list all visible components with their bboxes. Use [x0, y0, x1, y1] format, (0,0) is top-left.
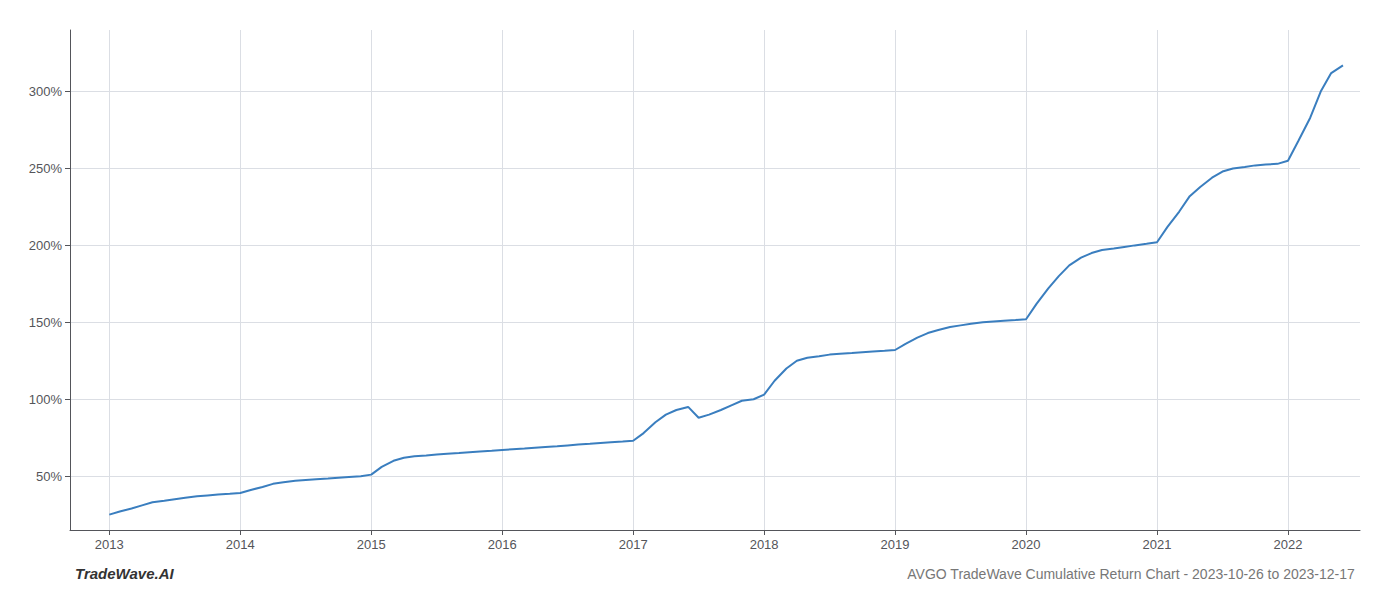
svg-text:2016: 2016 — [488, 537, 517, 552]
svg-text:2014: 2014 — [226, 537, 255, 552]
svg-text:2018: 2018 — [750, 537, 779, 552]
svg-text:TradeWave.AI: TradeWave.AI — [75, 565, 174, 582]
svg-text:100%: 100% — [29, 392, 63, 407]
svg-text:2013: 2013 — [95, 537, 124, 552]
svg-text:2021: 2021 — [1143, 537, 1172, 552]
svg-text:250%: 250% — [29, 161, 63, 176]
svg-text:50%: 50% — [36, 469, 62, 484]
svg-text:200%: 200% — [29, 238, 63, 253]
svg-text:2015: 2015 — [357, 537, 386, 552]
svg-text:2020: 2020 — [1012, 537, 1041, 552]
svg-text:2022: 2022 — [1274, 537, 1303, 552]
svg-text:300%: 300% — [29, 84, 63, 99]
svg-text:150%: 150% — [29, 315, 63, 330]
svg-text:2017: 2017 — [619, 537, 648, 552]
svg-text:AVGO TradeWave Cumulative Retu: AVGO TradeWave Cumulative Return Chart -… — [907, 566, 1355, 582]
svg-text:2019: 2019 — [881, 537, 910, 552]
